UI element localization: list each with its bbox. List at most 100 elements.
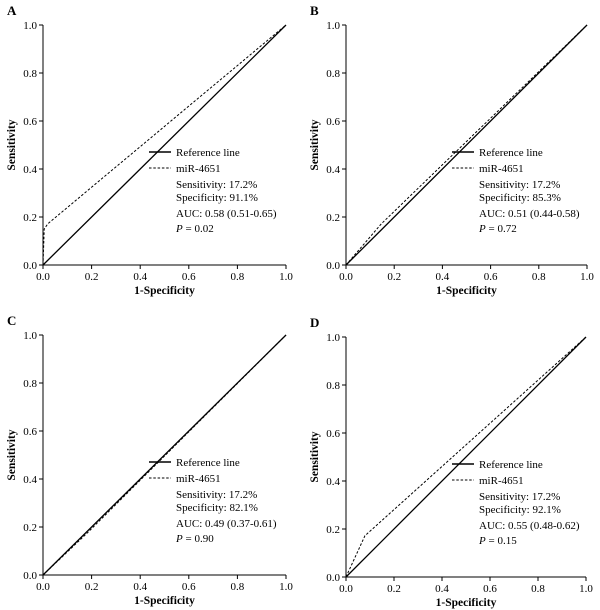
x-tick-label: 0.4 bbox=[133, 271, 147, 283]
y-tick-label: 0.6 bbox=[23, 426, 37, 438]
p-value-text: P = 0.72 bbox=[478, 223, 517, 235]
x-tick-label: 0.6 bbox=[182, 581, 196, 593]
panel-label: A bbox=[7, 3, 17, 18]
x-tick-label: 0.0 bbox=[36, 581, 50, 593]
panel-a: A 0.0 0.2 0.4 0.6 0.8 1.0 0.0 0.2 0.4 0.6 0.8 1.0 1-S… bbox=[6, 3, 293, 297]
reference-line bbox=[345, 336, 587, 578]
x-axis-label: 1-Specificity bbox=[436, 285, 497, 297]
panel-b: B 0.0 0.2 0.4 0.6 0.8 1.0 0.0 0.2 0.4 0.6 0.8 1.0 1-S… bbox=[309, 3, 594, 297]
x-tick-label: 0.2 bbox=[387, 271, 401, 283]
x-tick-label: 0.4 bbox=[436, 271, 450, 283]
auc-text: AUC: 0.51 (0.44-0.58) bbox=[479, 208, 580, 220]
y-tick-label: 0.0 bbox=[326, 260, 340, 272]
sensitivity-text: Sensitivity: 17.2% bbox=[176, 489, 257, 501]
y-tick-label: 0.0 bbox=[23, 260, 37, 272]
x-tick-label: 0.0 bbox=[36, 271, 50, 283]
x-tick-label: 0.4 bbox=[133, 581, 147, 593]
p-value-symbol: P bbox=[175, 533, 183, 545]
y-tick-label: 0.8 bbox=[23, 68, 37, 80]
y-tick-label: 0.2 bbox=[23, 212, 37, 224]
y-tick-label: 0.2 bbox=[326, 212, 340, 224]
p-value-number: = 0.90 bbox=[183, 533, 214, 545]
x-tick-label: 0.6 bbox=[483, 583, 497, 595]
p-value-text: P = 0.15 bbox=[478, 535, 517, 547]
y-axis-label: Sensitivity bbox=[6, 119, 18, 170]
specificity-text: Specificity: 92.1% bbox=[479, 504, 561, 516]
legend-label-mir-4651: miR-4651 bbox=[479, 475, 524, 487]
p-value-number: = 0.15 bbox=[486, 535, 517, 547]
y-tick-label: 0.0 bbox=[326, 572, 340, 584]
y-tick-label: 0.6 bbox=[326, 428, 340, 440]
x-tick-label: 0.8 bbox=[231, 271, 245, 283]
y-axis-label: Sensitivity bbox=[6, 429, 18, 480]
sensitivity-text: Sensitivity: 17.2% bbox=[479, 179, 560, 191]
legend-label-mir-4651: miR-4651 bbox=[479, 163, 524, 175]
x-tick-label: 0.0 bbox=[339, 583, 353, 595]
panel-c: C 0.0 0.2 0.4 0.6 0.8 1.0 0.0 0.2 0.4 0.6 0.8 1.0 1-S… bbox=[6, 313, 293, 607]
sensitivity-text: Sensitivity: 17.2% bbox=[176, 179, 257, 191]
panel-d: D 0.0 0.2 0.4 0.6 0.8 1.0 0.0 0.2 0.4 0.6 0.8 1.0 1-S… bbox=[309, 315, 593, 609]
y-tick-label: 1.0 bbox=[326, 20, 340, 32]
y-tick-label: 0.4 bbox=[326, 476, 340, 488]
p-value-symbol: P bbox=[478, 535, 486, 547]
p-value-number: = 0.02 bbox=[183, 223, 214, 235]
legend-label-reference-line: Reference line bbox=[479, 459, 543, 471]
x-tick-label: 0.8 bbox=[532, 271, 546, 283]
x-tick-label: 0.6 bbox=[182, 271, 196, 283]
auc-text: AUC: 0.58 (0.51-0.65) bbox=[176, 208, 277, 220]
x-tick-label: 0.8 bbox=[531, 583, 545, 595]
specificity-text: Specificity: 82.1% bbox=[176, 502, 258, 514]
x-tick-label: 1.0 bbox=[579, 583, 593, 595]
legend-label-mir-4651: miR-4651 bbox=[176, 163, 221, 175]
legend-label-reference-line: Reference line bbox=[176, 147, 240, 159]
x-tick-label: 1.0 bbox=[279, 271, 293, 283]
reference-line bbox=[345, 24, 588, 266]
p-value-text: P = 0.90 bbox=[175, 533, 214, 545]
x-axis-label: 1-Specificity bbox=[134, 595, 195, 607]
x-axis-label: 1-Specificity bbox=[436, 597, 497, 609]
y-axis-label: Sensitivity bbox=[309, 431, 321, 482]
panel-label: D bbox=[310, 315, 319, 330]
y-tick-label: 0.2 bbox=[23, 522, 37, 534]
x-tick-label: 0.0 bbox=[339, 271, 353, 283]
y-axis-label: Sensitivity bbox=[309, 119, 321, 170]
x-tick-label: 0.8 bbox=[231, 581, 245, 593]
y-tick-label: 1.0 bbox=[23, 20, 37, 32]
panel-label: C bbox=[7, 313, 16, 328]
panel-label: B bbox=[310, 3, 319, 18]
p-value-symbol: P bbox=[175, 223, 183, 235]
y-tick-label: 0.4 bbox=[23, 474, 37, 486]
legend-label-mir-4651: miR-4651 bbox=[176, 473, 221, 485]
auc-text: AUC: 0.55 (0.48-0.62) bbox=[479, 520, 580, 532]
reference-line bbox=[42, 24, 287, 266]
y-tick-label: 1.0 bbox=[326, 332, 340, 344]
specificity-text: Specificity: 91.1% bbox=[176, 192, 258, 204]
x-tick-label: 0.4 bbox=[435, 583, 449, 595]
x-tick-label: 0.2 bbox=[85, 271, 99, 283]
x-axis-label: 1-Specificity bbox=[134, 285, 195, 297]
y-tick-label: 0.8 bbox=[23, 378, 37, 390]
x-tick-label: 1.0 bbox=[279, 581, 293, 593]
sensitivity-text: Sensitivity: 17.2% bbox=[479, 491, 560, 503]
y-tick-label: 0.8 bbox=[326, 68, 340, 80]
y-tick-label: 0.6 bbox=[326, 116, 340, 128]
y-tick-label: 0.4 bbox=[23, 164, 37, 176]
p-value-text: P = 0.02 bbox=[175, 223, 214, 235]
mir-4651-roc-line bbox=[345, 336, 587, 578]
y-tick-label: 0.4 bbox=[326, 164, 340, 176]
x-tick-label: 1.0 bbox=[580, 271, 594, 283]
y-tick-label: 0.6 bbox=[23, 116, 37, 128]
mir-4651-roc-line bbox=[345, 24, 588, 266]
p-value-symbol: P bbox=[478, 223, 486, 235]
auc-text: AUC: 0.49 (0.37-0.61) bbox=[176, 518, 277, 530]
x-tick-label: 0.2 bbox=[387, 583, 401, 595]
specificity-text: Specificity: 85.3% bbox=[479, 192, 561, 204]
legend-label-reference-line: Reference line bbox=[176, 457, 240, 469]
legend-label-reference-line: Reference line bbox=[479, 147, 543, 159]
y-tick-label: 1.0 bbox=[23, 330, 37, 342]
mir-4651-roc-line bbox=[42, 24, 287, 266]
y-tick-label: 0.8 bbox=[326, 380, 340, 392]
y-tick-label: 0.0 bbox=[23, 570, 37, 582]
x-tick-label: 0.6 bbox=[484, 271, 498, 283]
